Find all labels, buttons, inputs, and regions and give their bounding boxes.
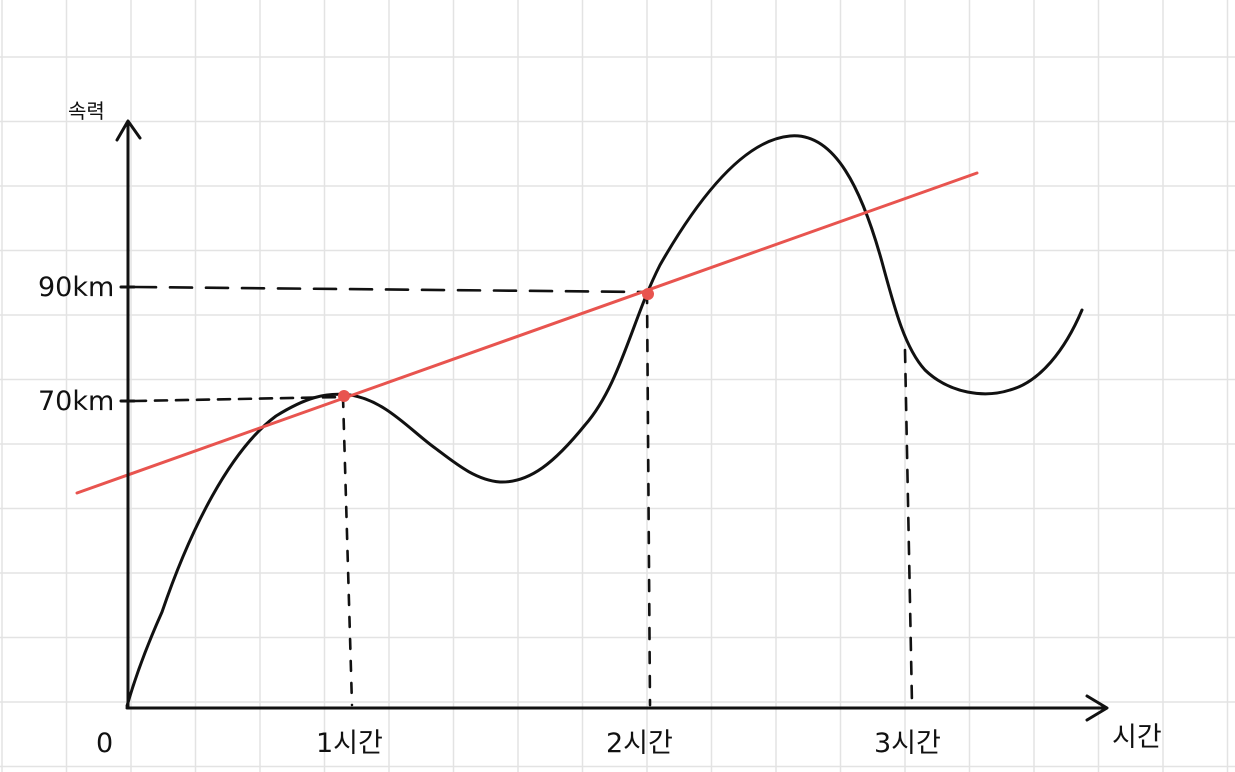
y-tick-label-90km: 90km <box>38 272 114 303</box>
axes <box>115 119 1109 722</box>
x-axis-arrow-icon <box>1085 694 1109 722</box>
x-tick-label-3h: 3시간 <box>874 728 941 759</box>
guide-horizontal-70km <box>132 395 345 403</box>
guide-vertical-3h <box>903 348 914 706</box>
guide-lines <box>132 285 914 707</box>
x-tick-label-1h: 1시간 <box>316 728 383 759</box>
point-1h-70km <box>338 390 350 402</box>
y-axis-arrow-icon <box>115 119 142 142</box>
point-2h-90km <box>642 288 654 300</box>
secant-line <box>75 171 979 495</box>
speed-curve <box>125 134 1084 708</box>
y-tick-label-70km: 70km <box>38 386 114 417</box>
guide-vertical-2h <box>645 290 652 707</box>
x-tick-label-2h: 2시간 <box>606 728 673 759</box>
x-axis-label: 시간 <box>1112 722 1162 753</box>
origin-label: 0 <box>96 728 113 759</box>
guide-horizontal-90km <box>132 285 649 294</box>
y-axis-label: 속력 <box>68 99 105 123</box>
guide-vertical-1h <box>341 395 354 707</box>
